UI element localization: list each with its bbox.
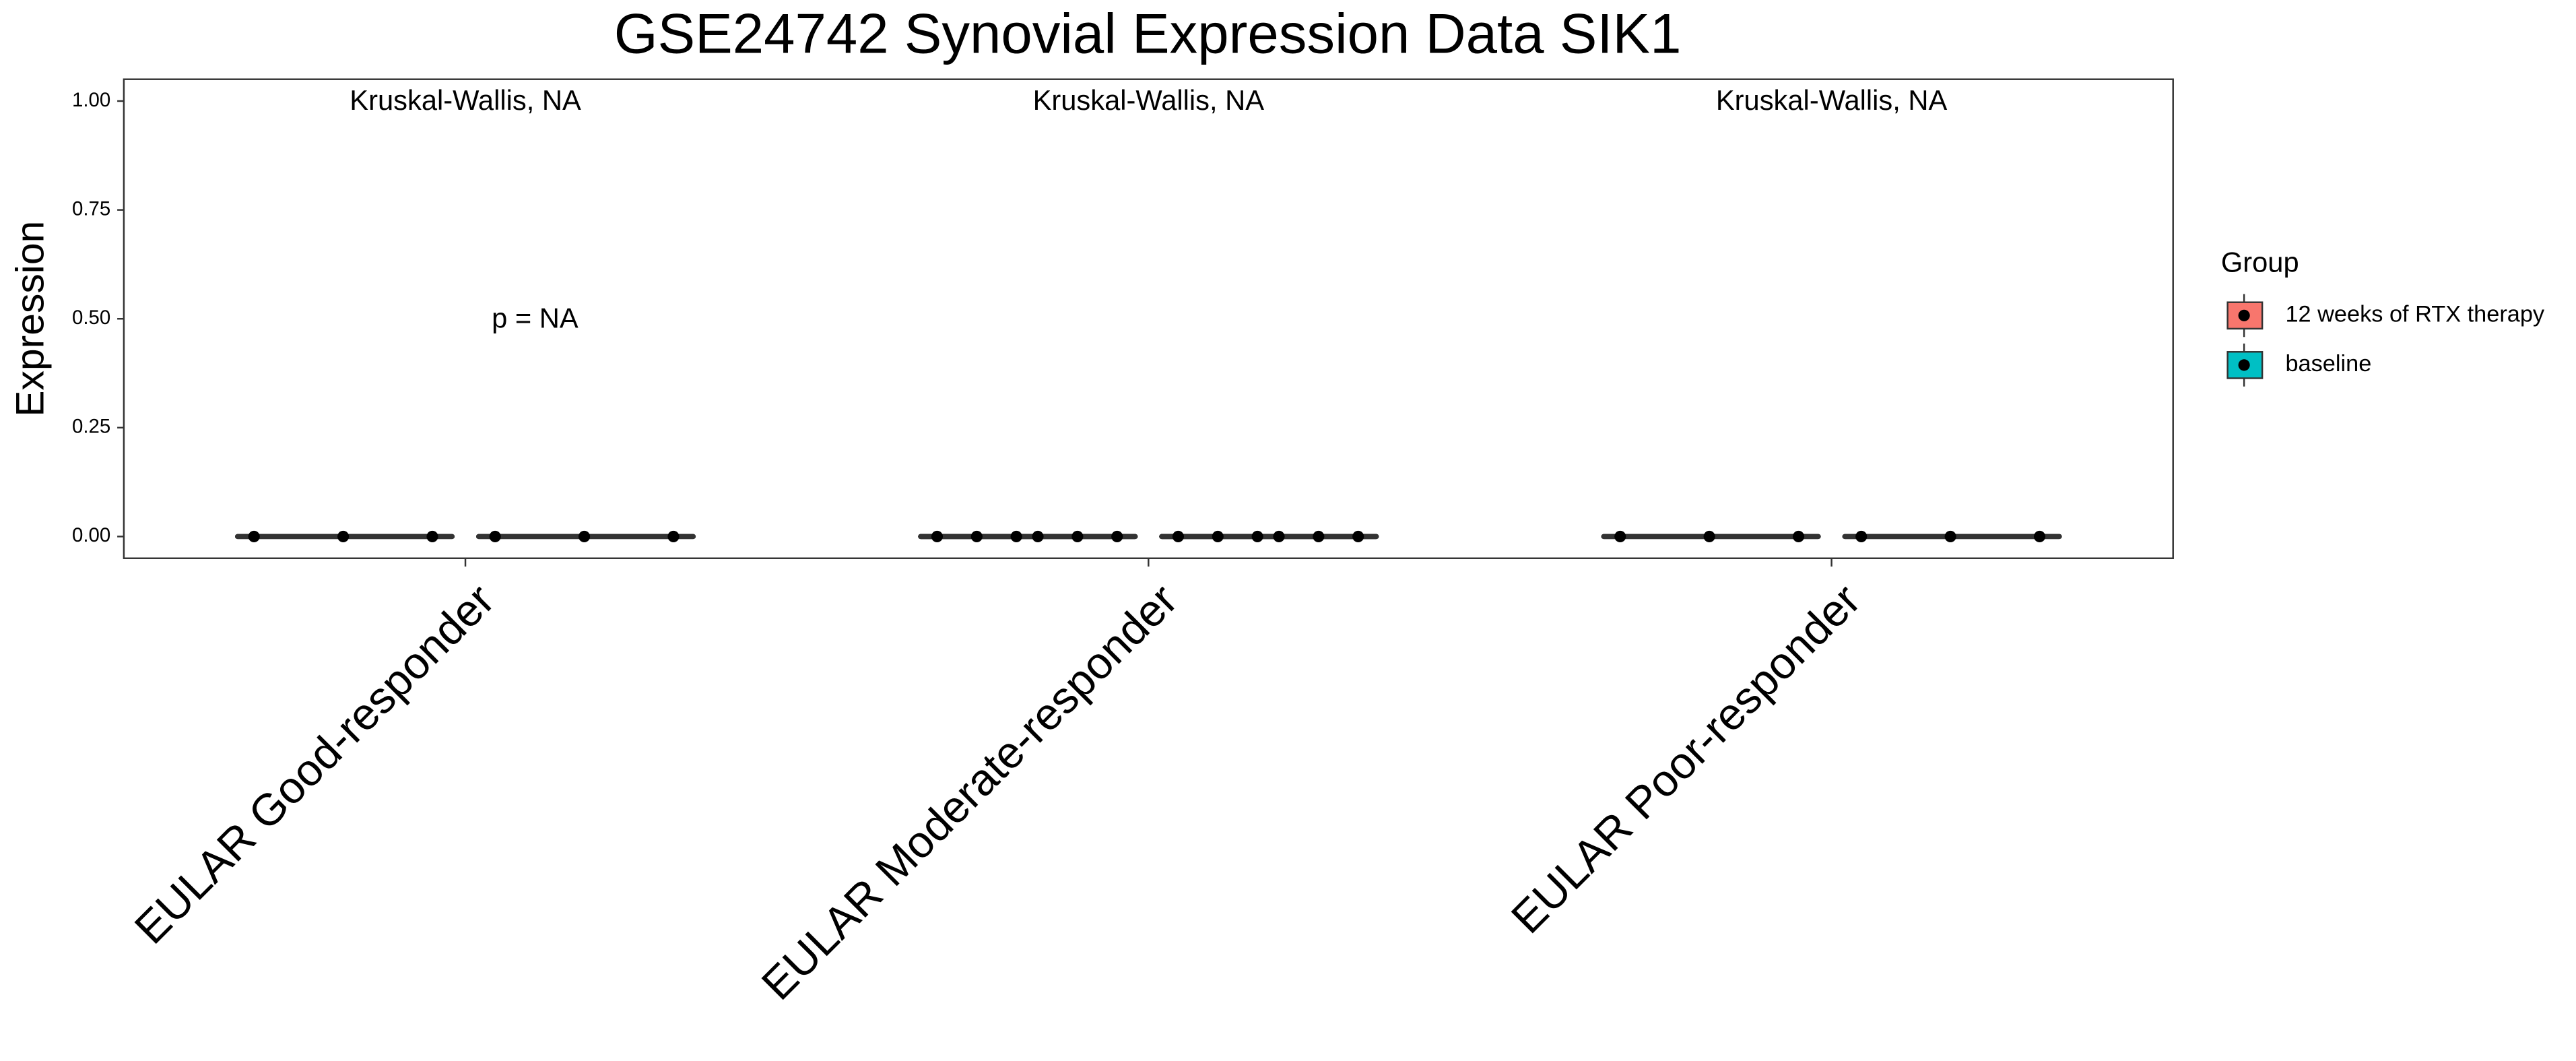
data-point (667, 530, 680, 543)
data-point (578, 530, 591, 543)
data-point (1212, 530, 1224, 543)
annotation: Kruskal-Wallis, NA (1716, 84, 1948, 116)
data-point (1855, 530, 1868, 543)
legend-title: Group (2221, 246, 2299, 278)
annotation: Kruskal-Wallis, NA (1033, 84, 1265, 116)
data-point (1352, 530, 1364, 543)
data-point (970, 530, 983, 543)
data-point (1614, 530, 1626, 543)
data-point (1251, 530, 1263, 543)
data-point (1032, 530, 1044, 543)
annotation: Kruskal-Wallis, NA (350, 84, 581, 116)
data-point (337, 530, 350, 543)
data-point (1792, 530, 1805, 543)
annotation: p = NA (492, 302, 579, 334)
data-point (931, 530, 944, 543)
data-point (1944, 530, 1956, 543)
data-point (1313, 530, 1325, 543)
data-point (426, 530, 438, 543)
y-tick-label: 0.50 (72, 307, 110, 329)
legend-label: 12 weeks of RTX therapy (2285, 301, 2544, 327)
data-point (1071, 530, 1084, 543)
y-tick-label: 0.00 (72, 524, 110, 546)
y-tick-label: 1.00 (72, 89, 110, 111)
legend-label: baseline (2285, 351, 2371, 377)
legend-point (2238, 359, 2250, 371)
y-tick-label: 0.75 (72, 197, 110, 220)
data-point (248, 530, 260, 543)
y-tick-label: 0.25 (72, 416, 110, 438)
data-point (489, 530, 501, 543)
legend-point (2238, 309, 2250, 321)
data-point (1111, 530, 1123, 543)
data-point (1273, 530, 1285, 543)
data-point (1703, 530, 1715, 543)
data-point (2033, 530, 2046, 543)
y-axis-label: Expression (9, 221, 53, 417)
data-point (1172, 530, 1185, 543)
legend-key (2226, 351, 2264, 379)
chart-title: GSE24742 Synovial Expression Data SIK1 (614, 2, 1682, 65)
data-point (1010, 530, 1022, 543)
